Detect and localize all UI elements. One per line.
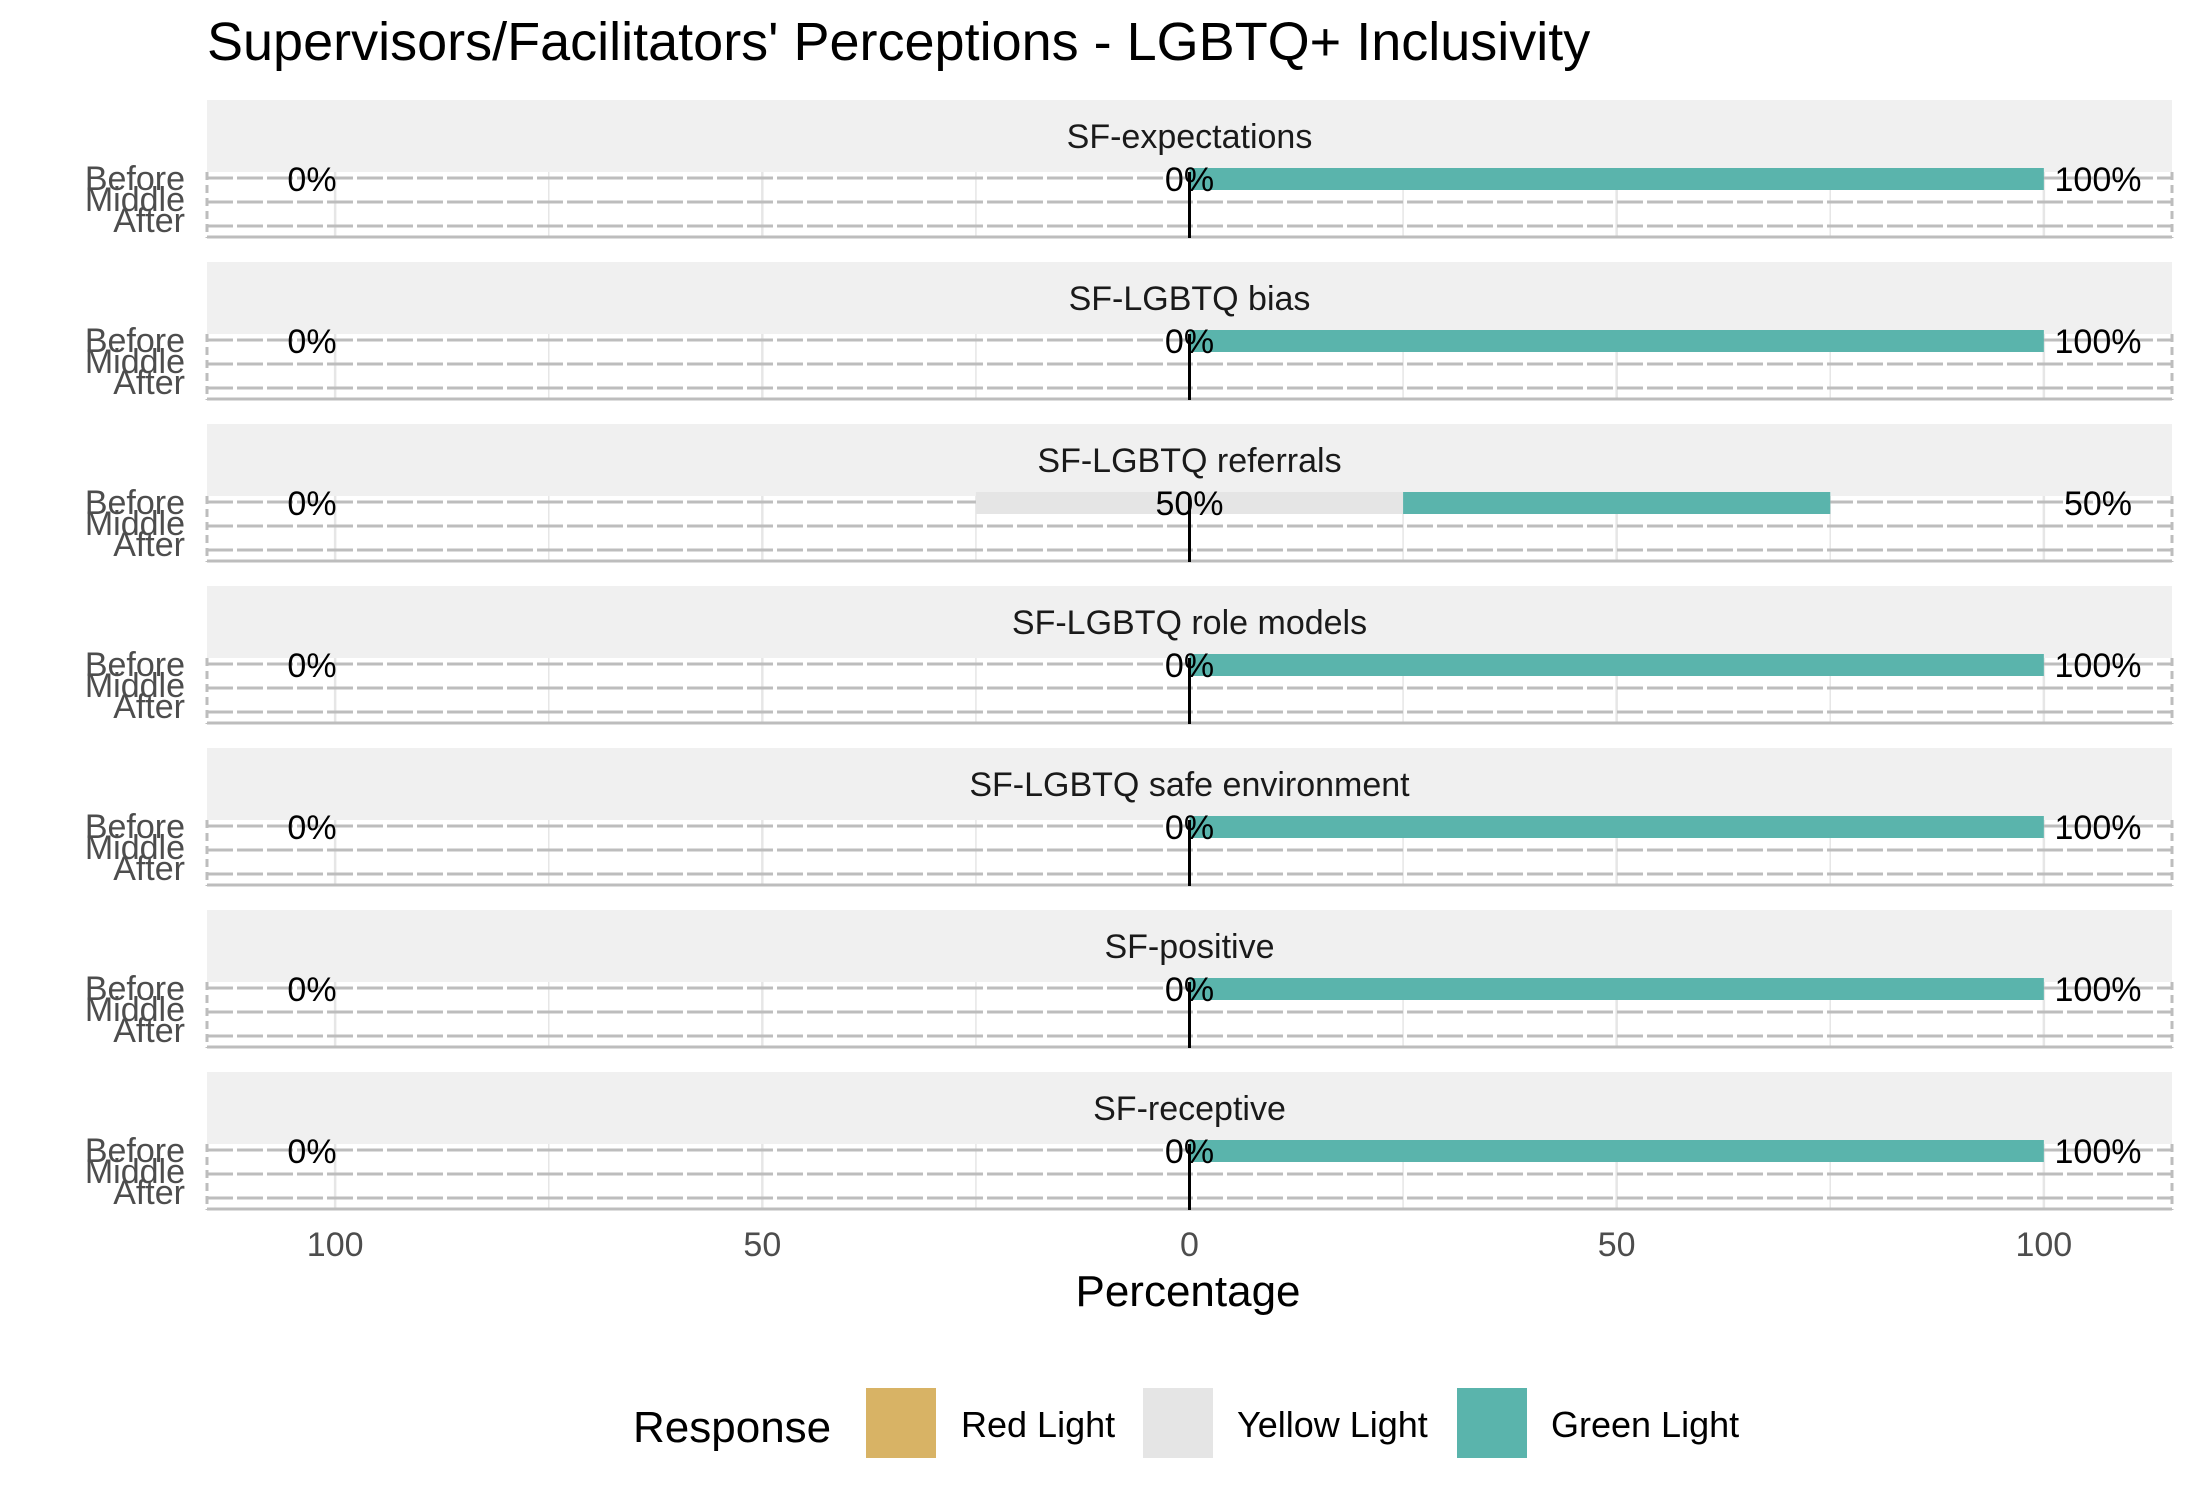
x-tick-label: 0 — [1180, 1226, 1199, 1264]
y-tick-label: After — [113, 850, 185, 888]
label-center-pct: 0% — [1165, 809, 1214, 847]
x-tick-label: 50 — [1598, 1226, 1636, 1264]
label-left-pct: 0% — [287, 323, 336, 361]
legend-key-yellow-light — [1143, 1388, 1213, 1458]
bars — [975, 492, 1831, 514]
facet-strip — [207, 424, 2172, 496]
label-right-pct: 50% — [2064, 485, 2132, 523]
label-center-pct: 50% — [1155, 485, 1223, 523]
y-tick-label: After — [113, 202, 185, 240]
label-left-pct: 0% — [287, 647, 336, 685]
bars — [1189, 1140, 2044, 1162]
y-tick-label: Middle — [85, 1153, 185, 1191]
bar-green-light — [1189, 978, 2044, 1000]
facet-strip — [207, 748, 2172, 820]
y-tick-label: Middle — [85, 829, 185, 867]
label-left-pct: 0% — [287, 971, 336, 1009]
x-tick-label: 100 — [307, 1226, 364, 1264]
x-axis: 100 50 0 50 100 — [307, 1226, 2072, 1264]
x-tick-label: 100 — [2015, 1226, 2072, 1264]
bar-green-light — [1189, 168, 2044, 190]
facet-strip — [207, 1072, 2172, 1144]
bars — [1189, 978, 2044, 1000]
bar-green-light — [1189, 330, 2044, 352]
bars — [1189, 816, 2044, 838]
facet-strip — [207, 100, 2172, 172]
label-left-pct: 0% — [287, 161, 336, 199]
facet-panel: SF-LGBTQ role models 0% 0% 100% BeforeMiddle… — [85, 586, 2174, 726]
label-center-pct: 0% — [1165, 1133, 1214, 1171]
y-tick-label: After — [113, 364, 185, 402]
y-tick-label: Before — [85, 160, 185, 198]
y-tick-label: Middle — [85, 991, 185, 1029]
legend-key-green-light — [1457, 1388, 1527, 1458]
label-right-pct: 100% — [2055, 1133, 2142, 1171]
facet-title: SF-receptive — [1093, 1090, 1286, 1128]
y-tick-label: Before — [85, 970, 185, 1008]
facet-title: SF-LGBTQ bias — [1069, 280, 1311, 318]
y-tick-label: Middle — [85, 505, 185, 543]
bar-green-light — [1189, 1140, 2044, 1162]
facet-panel: SF-LGBTQ safe environment 0% 0% 100% BeforeM… — [85, 748, 2174, 888]
legend-label: Yellow Light — [1237, 1404, 1428, 1445]
y-tick-label: Before — [85, 484, 185, 522]
label-center-pct: 0% — [1165, 647, 1214, 685]
label-right-pct: 100% — [2055, 161, 2142, 199]
legend-key-red-light — [866, 1388, 936, 1458]
label-center-pct: 0% — [1165, 161, 1214, 199]
label-center-pct: 0% — [1165, 971, 1214, 1009]
legend-label: Red Light — [961, 1404, 1115, 1445]
y-tick-label: Middle — [85, 343, 185, 381]
bars — [1189, 168, 2044, 190]
facet-strip — [207, 262, 2172, 334]
bar-green-light — [1403, 492, 1831, 514]
facet-panel: SF-LGBTQ referrals 0% 50% 50% BeforeMiddleAf… — [85, 424, 2174, 564]
legend-label: Green Light — [1551, 1404, 1739, 1445]
facet-title: SF-expectations — [1067, 118, 1313, 156]
facet-title: SF-LGBTQ referrals — [1037, 442, 1341, 480]
bar-green-light — [1189, 654, 2044, 676]
x-tick-label: 50 — [743, 1226, 781, 1264]
bars — [1189, 330, 2044, 352]
y-tick-label: After — [113, 688, 185, 726]
legend: Response Red Light Yellow Light Green Light — [633, 1388, 1739, 1458]
bar-green-light — [1189, 816, 2044, 838]
chart-title: Supervisors/Facilitators' Perceptions - … — [207, 12, 1590, 72]
y-tick-label: After — [113, 526, 185, 564]
label-right-pct: 100% — [2055, 323, 2142, 361]
facet-title: SF-positive — [1104, 928, 1274, 966]
y-tick-label: Before — [85, 1132, 185, 1170]
label-center-pct: 0% — [1165, 323, 1214, 361]
facet-title: SF-LGBTQ safe environment — [969, 766, 1410, 804]
label-right-pct: 100% — [2055, 647, 2142, 685]
y-tick-label: After — [113, 1012, 185, 1050]
facet-title: SF-LGBTQ role models — [1012, 604, 1367, 642]
y-tick-label: Before — [85, 322, 185, 360]
y-tick-label: Before — [85, 808, 185, 846]
y-tick-label: Middle — [85, 181, 185, 219]
label-left-pct: 0% — [287, 809, 336, 847]
y-tick-label: After — [113, 1174, 185, 1212]
facet-strip — [207, 586, 2172, 658]
bars — [1189, 654, 2044, 676]
label-right-pct: 100% — [2055, 971, 2142, 1009]
legend-title: Response — [633, 1403, 831, 1452]
label-left-pct: 0% — [287, 485, 336, 523]
label-right-pct: 100% — [2055, 809, 2142, 847]
label-left-pct: 0% — [287, 1133, 336, 1171]
facet-strip — [207, 910, 2172, 982]
y-tick-label: Middle — [85, 667, 185, 705]
x-axis-title: Percentage — [1075, 1267, 1300, 1316]
y-tick-label: Before — [85, 646, 185, 684]
